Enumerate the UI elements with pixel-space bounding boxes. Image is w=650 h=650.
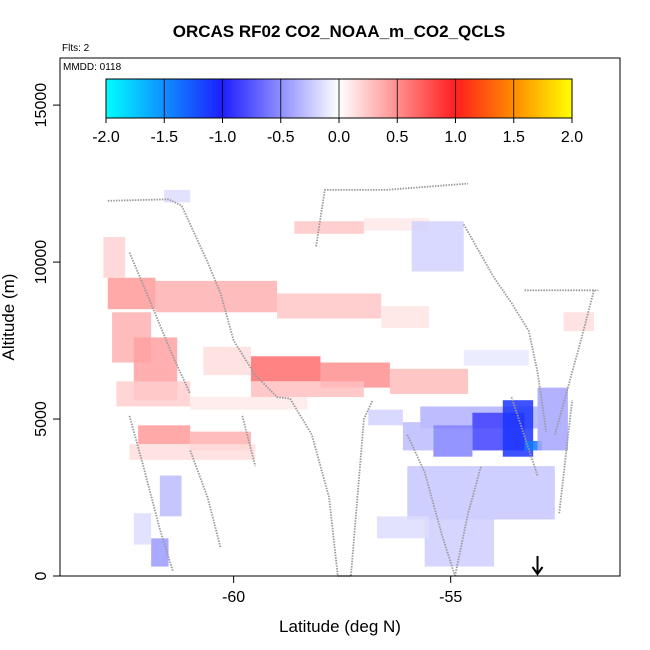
heatmap-cell-12: [251, 381, 364, 398]
x-axis-label: Latitude (deg N): [279, 617, 401, 636]
heatmap-cell-19: [563, 312, 594, 332]
heatmap-cell-1: [155, 280, 278, 313]
colorbar-tick-label-8: 2.0: [561, 129, 583, 146]
flight-track-segment-3: [189, 450, 222, 548]
heatmap-cell-15: [129, 444, 256, 460]
colorbar: -2.0 -1.5 -1.0 -0.5 0.0 0.5 1.0 1.5 2.0: [92, 78, 583, 146]
y-tick-label-1: 5000: [33, 401, 50, 437]
flight-track-segment-7: [315, 182, 469, 247]
colorbar-tick-label-1: -1.5: [150, 129, 178, 146]
heatmap-cell-36: [164, 189, 191, 203]
colorbar-tick-label-7: 1.5: [503, 129, 525, 146]
flight-track-segment-0: [107, 198, 291, 400]
heatmap-cell-0: [107, 277, 156, 310]
plot-frame: [59, 57, 621, 577]
arrow-marker: [531, 556, 544, 576]
flight-track-segment-8: [406, 434, 456, 577]
flight-track-segment-11: [510, 396, 539, 476]
flight-track-segment-4: [241, 415, 257, 467]
date-note: MMDD: 0118: [63, 62, 122, 73]
colorbar-tick-label-6: 1.0: [444, 129, 466, 146]
heatmap-cell-34: [151, 538, 169, 567]
heatmap-cell-2: [277, 293, 382, 319]
flight-track-segment-1: [128, 252, 192, 395]
heatmap-cell-13: [138, 425, 191, 445]
flight-track-segment-5: [289, 398, 339, 577]
colorbar-tick-label-5: 0.5: [386, 129, 408, 146]
flight-track-segment-2: [128, 415, 174, 572]
heatmap-cell-28: [407, 466, 555, 520]
y-tick-label-3: 15000: [33, 83, 50, 128]
colorbar-tick-label-0: -2.0: [92, 129, 120, 146]
x-tick-label-1: -55: [439, 589, 462, 606]
x-tick-label-0: -60: [222, 589, 245, 606]
flight-track-segment-12: [558, 400, 574, 514]
flight-track-segment-14: [554, 290, 595, 435]
heatmap-cell-8: [203, 346, 252, 376]
heatmap-cell-31: [411, 221, 464, 272]
colorbar-tick-label-2: -1.0: [209, 129, 237, 146]
heatmap-cell-7: [103, 236, 126, 278]
heatmap-cell-23: [524, 441, 542, 451]
heatmap-cell-6: [116, 381, 191, 407]
heatmap-cell-33: [159, 475, 182, 517]
y-axis-label: Altitude (m): [0, 274, 18, 361]
heatmap-cell-9: [251, 356, 321, 382]
heatmap-cell-16: [190, 397, 308, 410]
heatmap-cell-35: [133, 513, 152, 545]
y-tick-label-2: 10000: [33, 240, 50, 285]
flight-track-segment-9: [462, 223, 548, 432]
y-tick-label-0: 0: [33, 571, 50, 580]
flight-track-segment-6: [337, 399, 374, 577]
heatmap-cell-17: [294, 221, 364, 234]
heatmap-cell-3: [381, 306, 429, 328]
colorbar-tick-label-4: 0.0: [328, 129, 350, 146]
heatmap-cell-29: [424, 519, 495, 567]
heatmap-cell-11: [389, 368, 469, 394]
flights-note: Flts: 2: [62, 43, 90, 54]
heatmap-cell-32: [463, 349, 529, 366]
heatmap-cell-27: [537, 387, 568, 451]
colorbar-tick-label-3: -0.5: [267, 129, 295, 146]
heatmap-cell-24: [433, 425, 473, 457]
heatmap-cell-25: [402, 422, 434, 451]
heatmap-cell-30: [376, 516, 429, 539]
heatmap-cells: [103, 189, 594, 567]
axes: -60 -55 0 5000 10000 15000: [33, 83, 462, 606]
arrow-head: [531, 566, 544, 576]
heatmap-cell-26: [368, 409, 403, 426]
chart-title: ORCAS RF02 CO2_NOAA_m_CO2_QCLS: [173, 22, 506, 41]
